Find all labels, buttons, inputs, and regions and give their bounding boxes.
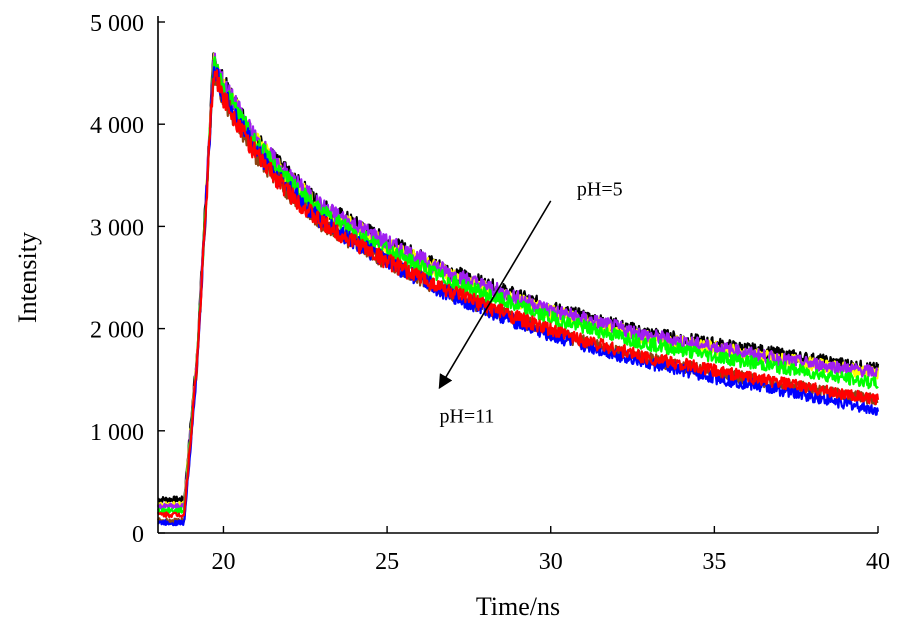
annotations: pH=5 pH=11 bbox=[438, 179, 623, 428]
series-trace bbox=[157, 52, 880, 503]
y-tick-label: 5 000 bbox=[90, 11, 144, 37]
series-layer bbox=[156, 52, 880, 527]
ph-annotation-label: pH=5 bbox=[577, 179, 623, 201]
series-trace bbox=[156, 52, 879, 510]
y-tick-label: 3 000 bbox=[90, 215, 144, 241]
series-trace bbox=[156, 52, 880, 509]
y-tick-label: 2 000 bbox=[90, 318, 144, 344]
x-tick-label: 40 bbox=[866, 549, 890, 575]
x-tick-label: 20 bbox=[211, 549, 235, 575]
y-axis-title: Intensity bbox=[13, 232, 42, 323]
ph-annotation-label: pH=11 bbox=[439, 406, 494, 428]
x-axis-title: Time/ns bbox=[476, 592, 560, 621]
x-tick-label: 25 bbox=[375, 549, 399, 575]
y-tick-label: 4 000 bbox=[90, 113, 144, 139]
x-tick-label: 35 bbox=[702, 549, 726, 575]
y-tick-label: 0 bbox=[132, 522, 144, 548]
y-tick-label: 1 000 bbox=[90, 420, 144, 446]
axes bbox=[157, 16, 878, 534]
x-tick-label: 30 bbox=[539, 549, 563, 575]
ph-trend-arrow bbox=[438, 200, 552, 390]
series-trace bbox=[156, 69, 880, 519]
ticks: 20 25 30 35 40 0 1 000 2 000 3 000 4 000 5 000 bbox=[90, 11, 890, 575]
series-trace bbox=[157, 56, 879, 514]
